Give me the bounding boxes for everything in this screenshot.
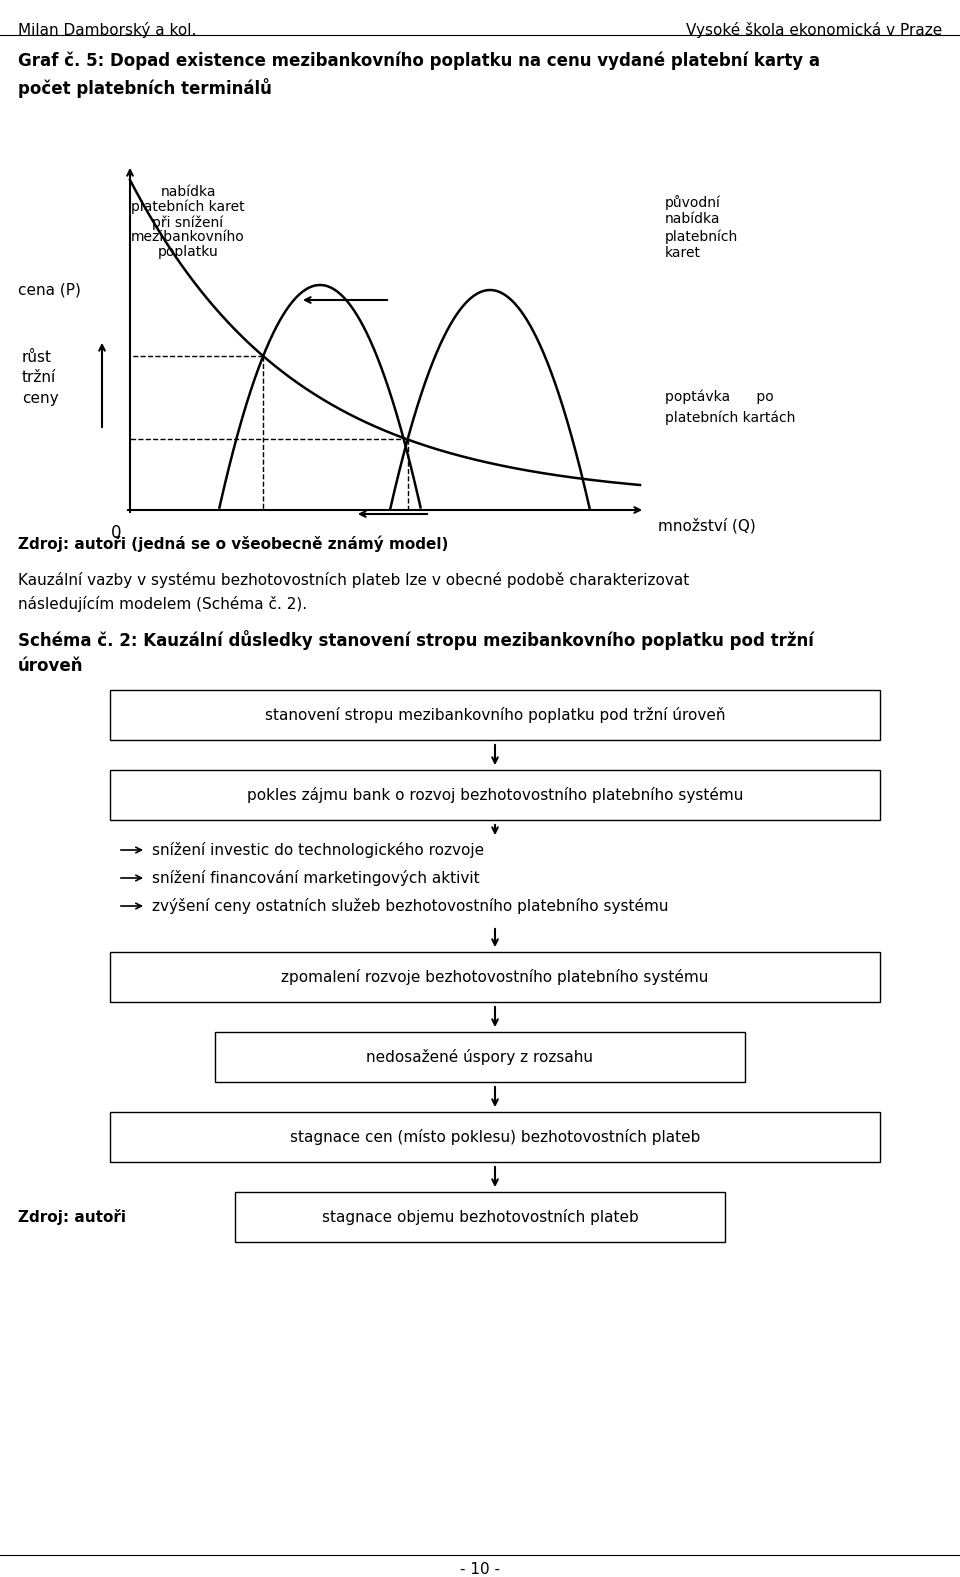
Text: platebních: platebních (665, 229, 738, 243)
Bar (110, 953, 880, 1001)
Text: snížení investic do technologického rozvoje: snížení investic do technologického rozv… (152, 842, 484, 858)
Text: stagnace objemu bezhotovostních plateb: stagnace objemu bezhotovostních plateb (322, 1210, 638, 1225)
Text: mezibankovního: mezibankovního (132, 230, 245, 244)
Text: původní: původní (665, 196, 721, 210)
Text: nedosažené úspory z rozsahu: nedosažené úspory z rozsahu (367, 1049, 593, 1064)
Text: při snížení: při snížení (153, 214, 224, 230)
Text: zpomalení rozvoje bezhotovostního platebního systému: zpomalení rozvoje bezhotovostního plateb… (281, 968, 708, 986)
Text: Graf č. 5: Dopad existence mezibankovního poplatku na cenu vydané platební karty: Graf č. 5: Dopad existence mezibankovníh… (18, 52, 820, 98)
Text: růst: růst (22, 350, 52, 366)
Text: poplatku: poplatku (157, 244, 218, 259)
Bar (235, 1192, 725, 1243)
Text: cena (P): cena (P) (18, 282, 81, 298)
Text: Milan Damborský a kol.: Milan Damborský a kol. (18, 22, 197, 38)
Text: 0: 0 (110, 524, 121, 542)
Text: platebních karet: platebních karet (132, 200, 245, 214)
Text: ceny: ceny (22, 391, 59, 405)
Text: nabídka: nabídka (665, 211, 721, 226)
Bar (110, 770, 880, 820)
Text: Kauzální vazby v systému bezhotovostních plateb lze v obecné podobě charakterizo: Kauzální vazby v systému bezhotovostních… (18, 572, 689, 612)
Bar (215, 1031, 745, 1082)
Text: Schéma č. 2: Kauzální důsledky stanovení stropu mezibankovního poplatku pod tržn: Schéma č. 2: Kauzální důsledky stanovení… (18, 629, 814, 675)
Text: - 10 -: - 10 - (460, 1561, 500, 1577)
Text: nabídka: nabídka (160, 185, 216, 199)
Text: stanovení stropu mezibankovního poplatku pod tržní úroveň: stanovení stropu mezibankovního poplatku… (265, 706, 725, 722)
Text: karet: karet (665, 246, 701, 260)
Text: Zdroj: autoři: Zdroj: autoři (18, 1210, 126, 1225)
Text: zvýšení ceny ostatních služeb bezhotovostního platebního systému: zvýšení ceny ostatních služeb bezhotovos… (152, 897, 668, 915)
Text: Zdroj: autoři (jedná se o všeobecně známý model): Zdroj: autoři (jedná se o všeobecně znám… (18, 535, 448, 552)
Text: tržní: tržní (22, 371, 57, 385)
Bar (110, 691, 880, 740)
Text: stagnace cen (místo poklesu) bezhotovostních plateb: stagnace cen (místo poklesu) bezhotovost… (290, 1129, 700, 1145)
Text: Vysoké škola ekonomická v Praze: Vysoké škola ekonomická v Praze (685, 22, 942, 38)
Bar (110, 1112, 880, 1162)
Text: množství (Q): množství (Q) (658, 517, 756, 533)
Text: poptávka      po
platebních kartách: poptávka po platebních kartách (665, 390, 796, 424)
Text: snížení financování marketingových aktivit: snížení financování marketingových aktiv… (152, 871, 480, 886)
Text: pokles zájmu bank o rozvoj bezhotovostního platebního systému: pokles zájmu bank o rozvoj bezhotovostní… (247, 787, 743, 803)
